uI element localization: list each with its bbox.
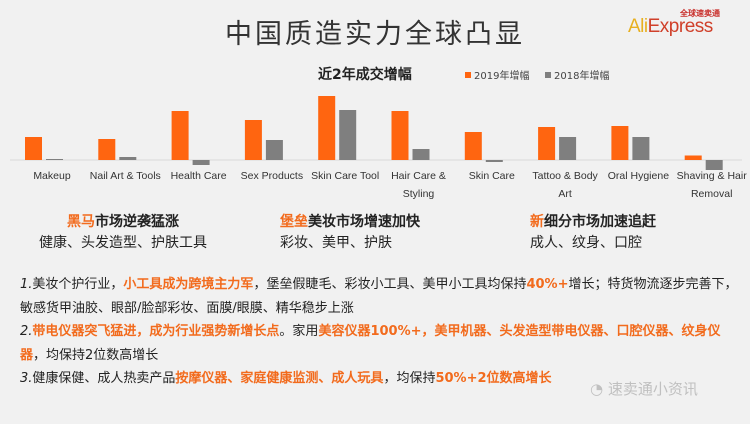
- category-label: Makeup: [33, 170, 71, 182]
- text-segment: 美妆个护行业，: [32, 277, 124, 292]
- text-segment: 2.: [20, 324, 33, 339]
- category-label: Nail Art & Tools: [89, 170, 161, 182]
- bar-2018: [46, 159, 63, 160]
- logo-ali: Ali: [628, 16, 648, 37]
- highlight-title: 美妆市场增速加快: [308, 214, 420, 230]
- highlight-accent: 堡垒: [280, 214, 308, 230]
- bar-2019: [244, 120, 262, 160]
- paragraph: 2.带电仪器突飞猛进，成为行业强势新增长点。家用美容仪器100%+，美甲机器、头…: [20, 320, 740, 367]
- highlight-title: 细分市场加速追赶: [544, 214, 656, 230]
- text-segment: ，堡垒假睫毛、彩妆小工具、美甲小工具均保持: [253, 277, 527, 292]
- bar-2019: [464, 132, 482, 160]
- bar-2018: [705, 160, 723, 170]
- bar-2019: [171, 111, 189, 160]
- highlight-sub: 彩妆、美甲、护肤: [280, 235, 392, 251]
- summary-text: 1.美妆个护行业，小工具成为跨境主力军，堡垒假睫毛、彩妆小工具、美甲小工具均保持…: [20, 273, 740, 391]
- paragraph: 1.美妆个护行业，小工具成为跨境主力军，堡垒假睫毛、彩妆小工具、美甲小工具均保持…: [20, 273, 740, 320]
- bar-2018: [192, 160, 210, 165]
- category-label: Skin Care Tool: [311, 170, 380, 182]
- category-label: Skin Care: [468, 170, 515, 182]
- text-segment: 1.: [20, 277, 33, 292]
- text-segment: 小工具成为跨境主力军: [123, 277, 254, 292]
- category-label: Tattoo & Body Art: [532, 170, 598, 200]
- category-label: Health Care: [170, 170, 227, 182]
- category-label: Hair Care & Styling: [391, 170, 446, 200]
- logo-express: Express: [647, 16, 714, 37]
- bar-2019: [391, 111, 409, 160]
- bar-2018: [119, 157, 137, 160]
- text-segment: 按摩仪器、家庭健康监测、成人玩具: [175, 371, 384, 386]
- highlight-title: 市场逆袭猛涨: [95, 214, 179, 230]
- logo-cn: 全球速卖通: [680, 9, 720, 18]
- highlight-accent: 黑马: [67, 214, 95, 230]
- highlight-block: 堡垒美妆市场增速加快彩妆、美甲、护肤: [280, 212, 500, 254]
- bar-chart: [10, 96, 742, 170]
- paragraph: 3.健康保健、成人热卖产品按摩仪器、家庭健康监测、成人玩具，均保持50%+2位数…: [20, 367, 740, 391]
- text-segment: 3.: [20, 371, 33, 386]
- bar-2018: [559, 137, 577, 160]
- text-segment: ，均保持: [383, 371, 436, 386]
- bar-2018: [265, 140, 283, 160]
- chart-title: 近2年成交增幅: [318, 67, 412, 83]
- bar-2018: [339, 110, 357, 160]
- text-segment: 40%+: [526, 277, 569, 292]
- bar-2018: [632, 137, 650, 160]
- bar-2018: [412, 149, 430, 160]
- bar-2019: [98, 139, 116, 160]
- highlight-accent: 新: [530, 214, 544, 230]
- highlight-sub: 成人、纹身、口腔: [530, 235, 642, 251]
- text-segment: ，均保持2位数高增长: [33, 347, 159, 363]
- text-segment: 带电仪器突飞猛进，成为行业强势新增长点: [32, 324, 280, 339]
- highlight-block: 黑马市场逆袭猛涨健康、头发造型、护肤工具: [18, 212, 228, 254]
- watermark: ◔ 速卖通小资讯: [590, 380, 698, 398]
- category-label: Sex Products: [240, 170, 304, 182]
- bar-2019: [684, 155, 702, 160]
- text-segment: 健康保健、成人热卖产品: [32, 371, 176, 386]
- text-segment: 。家用: [279, 324, 319, 339]
- highlight-block: 新细分市场加速追赶成人、纹身、口腔: [530, 212, 750, 254]
- highlight-sub: 健康、头发造型、护肤工具: [39, 235, 207, 251]
- legend-2018: 2018年增幅: [545, 67, 609, 82]
- bar-2019: [318, 96, 336, 160]
- text-segment: 美容仪器100%+，美甲机器、头发造型带电仪器、口腔仪器、纹身仪器: [20, 324, 721, 363]
- bar-2019: [611, 126, 629, 160]
- legend-2019: 2019年增幅: [465, 67, 529, 82]
- aliexpress-logo: 全球速卖通 AliExpress: [628, 8, 728, 37]
- text-segment: 50%+2位数高增长: [435, 371, 552, 386]
- category-label: Shaving & Hair Removal: [676, 170, 747, 200]
- bar-2019: [538, 127, 556, 160]
- bar-2018: [485, 160, 503, 162]
- bar-2019: [25, 137, 42, 160]
- category-label: Oral Hygiene: [607, 170, 670, 182]
- text-segment: 增长；特货物流逐步完善下，敏感货甲油胶、眼部/脸部彩妆、面膜/眼膜、精华稳步上涨: [20, 277, 738, 316]
- slide-title: 中国质造实力全球凸显: [225, 19, 525, 50]
